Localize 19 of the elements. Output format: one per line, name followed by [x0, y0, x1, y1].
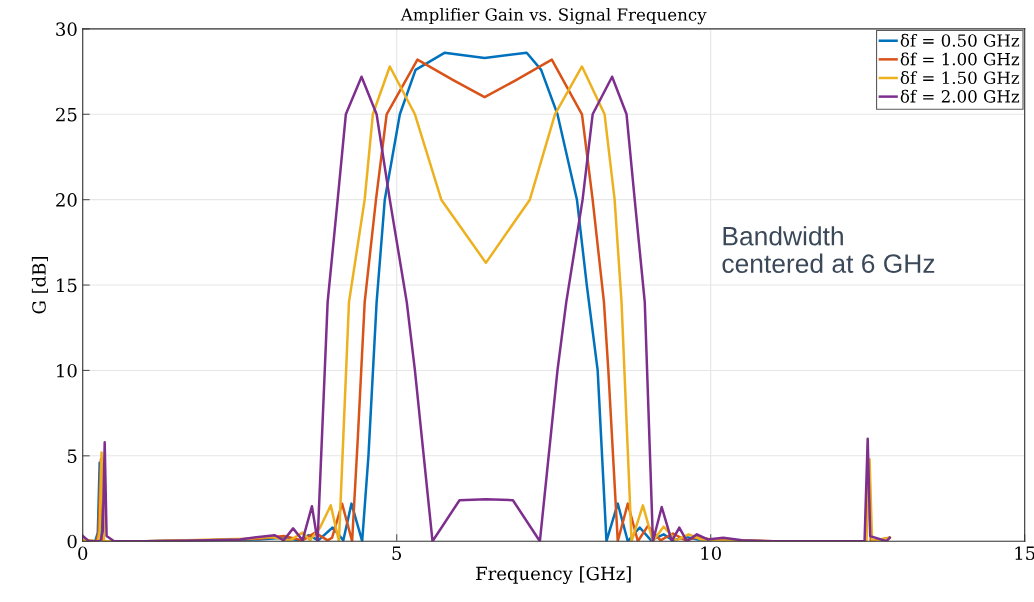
x-tick-label: 5 [392, 546, 402, 561]
legend-label: δf = 1.50 GHz [900, 71, 1020, 85]
y-tick-label: 30 [56, 22, 77, 37]
annotation: Bandwidth centered at 6 GHz [722, 226, 935, 273]
chart-title: Amplifier Gain vs. Signal Frequency [400, 7, 707, 25]
x-tick-label: 15 [1015, 546, 1034, 561]
y-axis-title: G [dB] [31, 257, 48, 314]
y-tick-label: 0 [67, 534, 77, 549]
y-tick-label: 25 [56, 107, 77, 122]
y-tick-label: 15 [57, 278, 77, 293]
legend-label: δf = 0.50 GHz [900, 33, 1020, 47]
legend-label: δf = 2.00 GHz [900, 89, 1020, 103]
y-tick-label: 10 [57, 363, 77, 378]
y-tick-label: 20 [56, 193, 77, 207]
y-tick-label: 5 [67, 449, 77, 463]
x-tick-label: 0 [78, 546, 88, 561]
legend-label: δf = 1.00 GHz [900, 52, 1020, 66]
x-axis-title: Frequency [GHz] [476, 566, 631, 585]
x-tick-label: 10 [701, 546, 721, 561]
